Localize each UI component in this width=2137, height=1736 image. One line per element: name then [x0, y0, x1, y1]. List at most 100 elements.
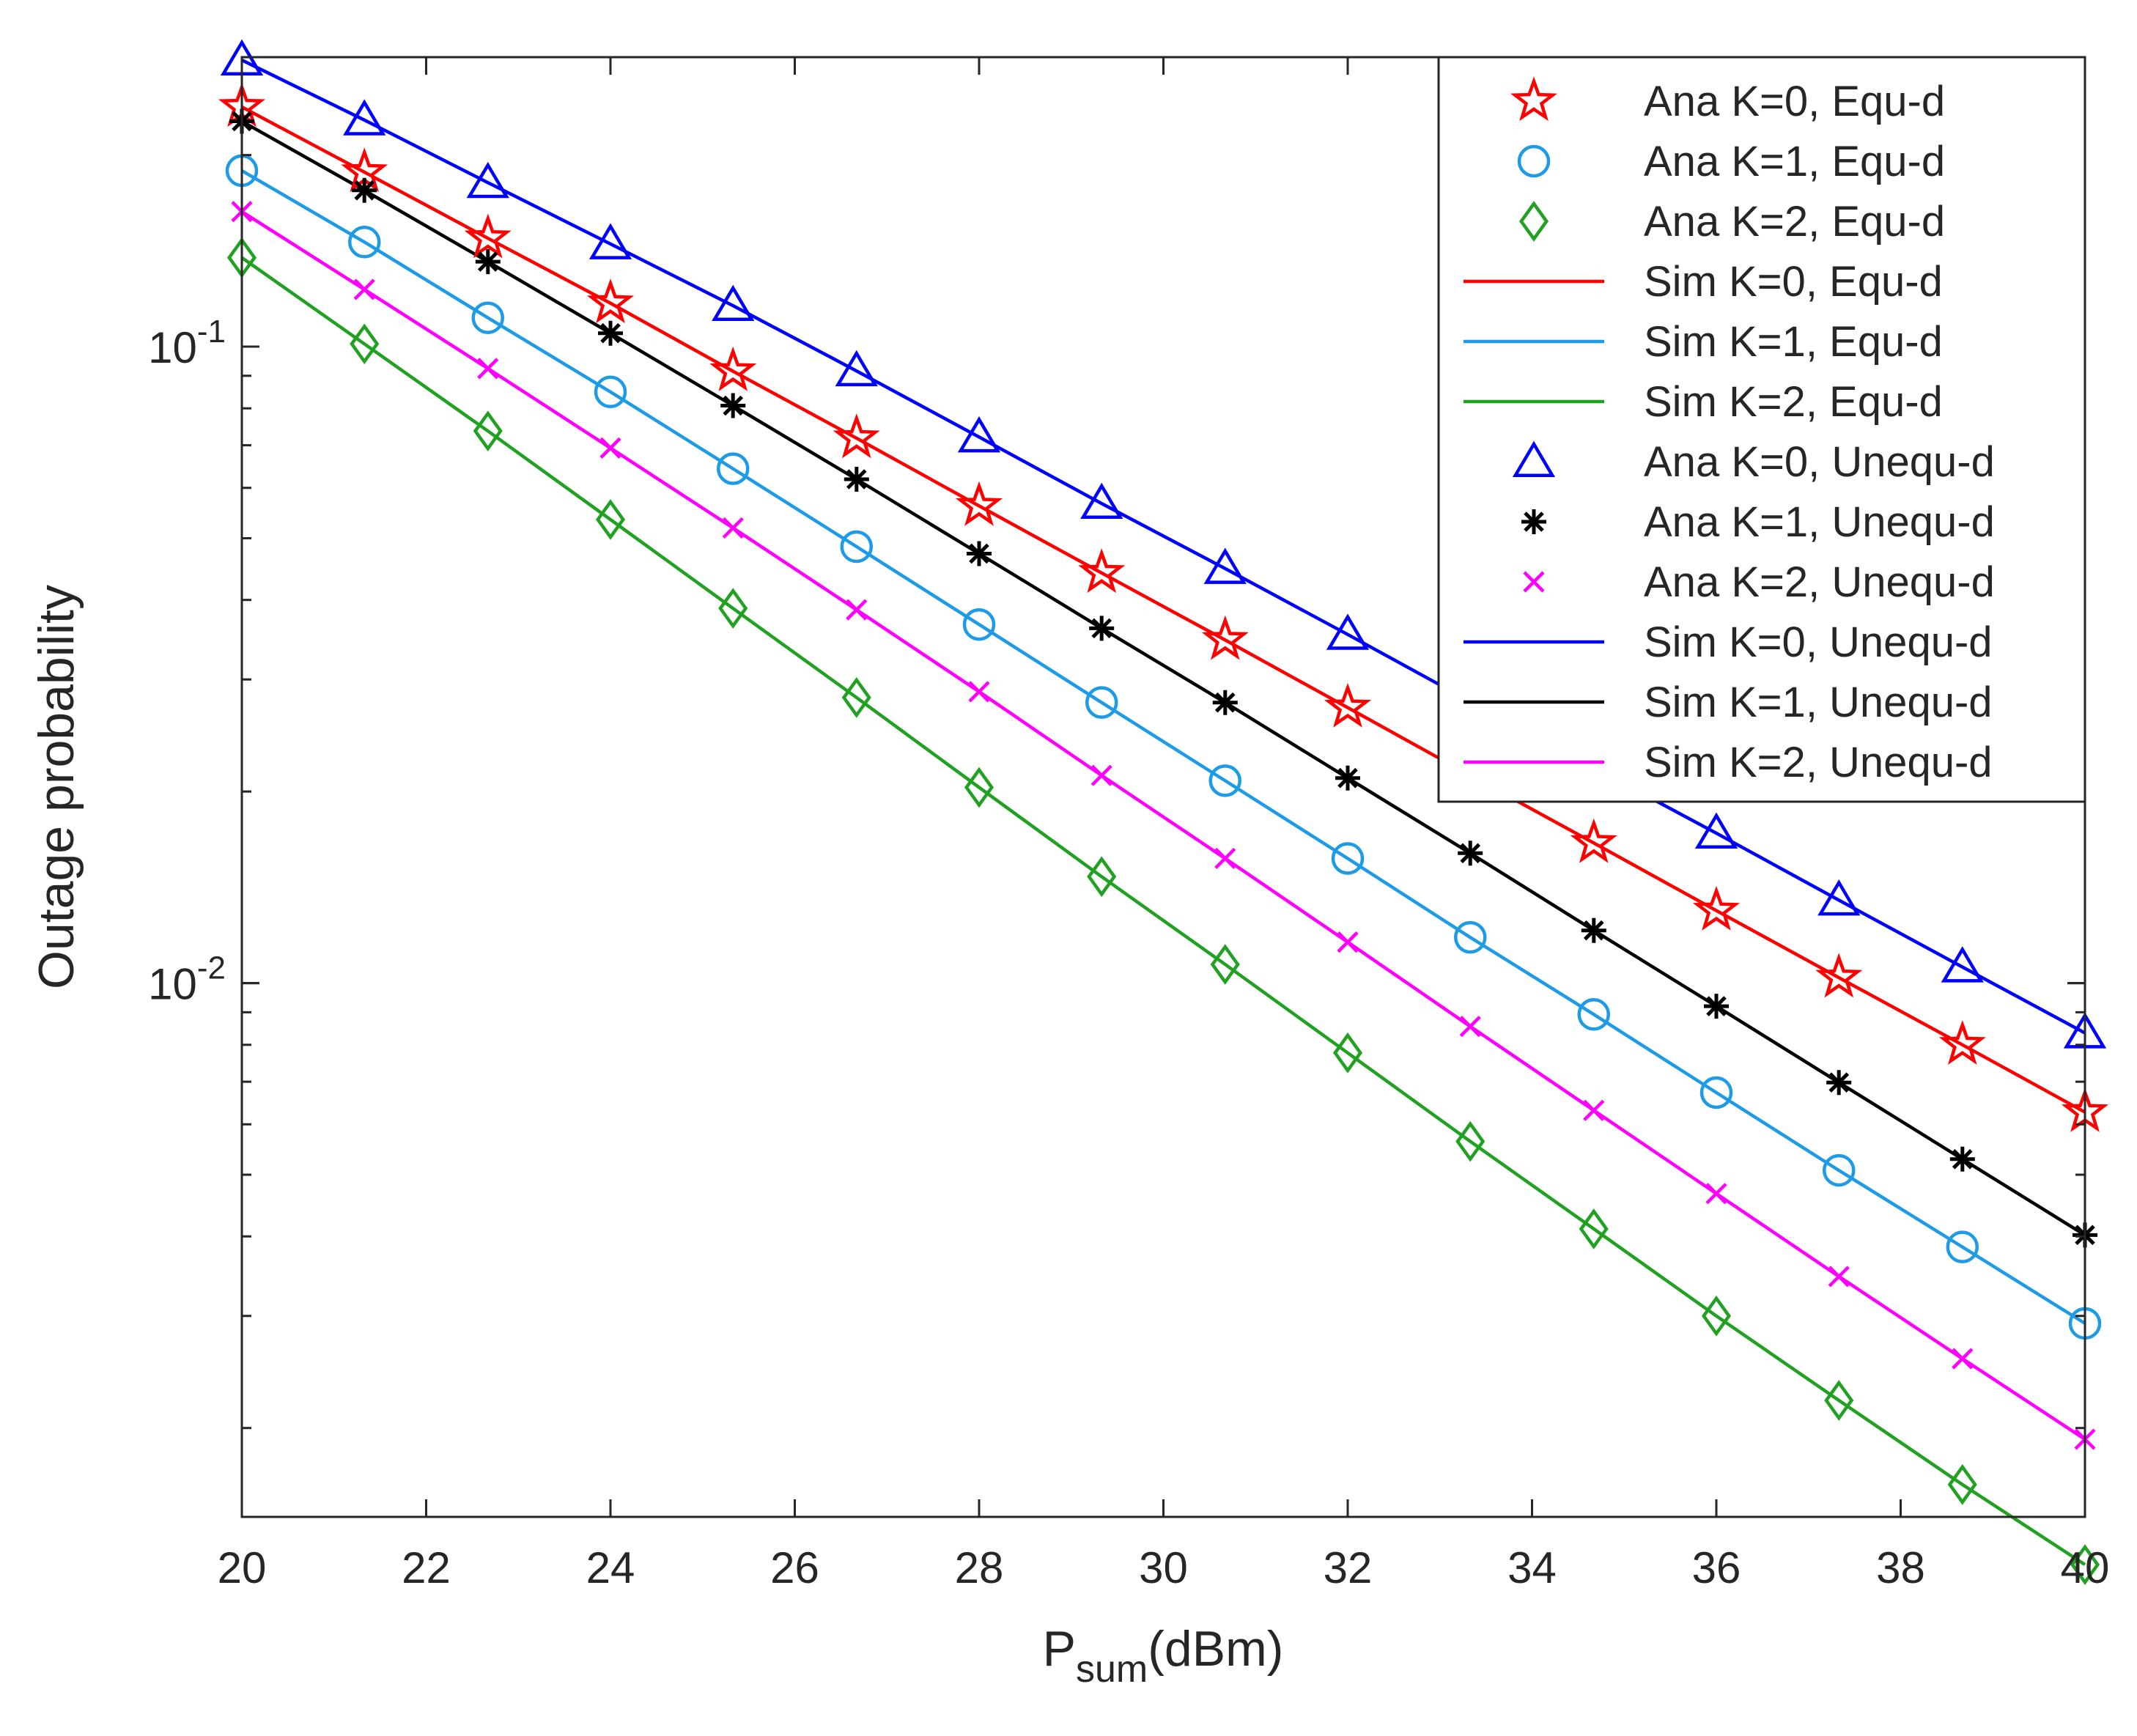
legend-item-3: Sim K=0, Equ-d [1464, 258, 1943, 306]
series-8-point-5 [846, 599, 868, 621]
series-line-4 [240, 169, 2086, 1325]
y-axis-label: Outage probability [29, 585, 84, 989]
series-1-point-12 [1699, 1076, 1733, 1109]
x-tick-label-9: 38 [1876, 1543, 1925, 1592]
legend-label-7: Ana K=1, Unequ-d [1644, 498, 1995, 546]
series-8-point-2 [477, 358, 499, 380]
series-7-point-2 [475, 249, 501, 275]
x-tick-label-5: 30 [1139, 1543, 1188, 1592]
legend-item-2: Ana K=2, Equ-d [1518, 198, 1945, 245]
series-6-point-8 [1203, 547, 1247, 584]
series-10 [240, 119, 2086, 1237]
series-0-point-11 [1570, 818, 1617, 863]
series-6-point-5 [835, 350, 878, 387]
legend-item-9: Sim K=0, Unequ-d [1464, 618, 1993, 666]
series-1-point-3 [594, 375, 627, 409]
legend-label-0: Ana K=0, Equ-d [1644, 78, 1945, 125]
series-1-point-13 [1822, 1153, 1856, 1187]
series-7-point-9 [1335, 765, 1360, 791]
y-tick-exp-1: -2 [197, 950, 226, 986]
series-1-point-6 [962, 607, 996, 641]
series-1-point-4 [716, 452, 750, 485]
series-line-10 [240, 119, 2086, 1237]
series-8-point-1 [353, 278, 375, 300]
series-2-point-2 [473, 410, 503, 452]
x-tick-label-1: 22 [402, 1543, 451, 1592]
legend-label-6: Ana K=0, Unequ-d [1644, 438, 1995, 486]
legend-label-10: Sim K=1, Unequ-d [1644, 679, 1993, 726]
legend-marker-1 [1517, 144, 1551, 178]
series-8-point-4 [722, 517, 744, 539]
series-0-point-3 [586, 278, 635, 324]
series-2-point-8 [1210, 944, 1240, 985]
x-axis-label-main: P [1043, 1621, 1076, 1677]
series-2-point-13 [1824, 1380, 1854, 1421]
series-8-point-12 [1705, 1183, 1727, 1205]
y-tick-label-0: 10-1 [148, 314, 226, 372]
legend-item-5: Sim K=2, Equ-d [1464, 378, 1943, 426]
series-7-point-7 [1089, 616, 1115, 641]
series-1-point-8 [1208, 764, 1242, 797]
legend-label-8: Ana K=2, Unequ-d [1644, 558, 1995, 606]
series-7-point-1 [352, 177, 377, 203]
series-2-point-12 [1701, 1295, 1732, 1337]
series-8-point-3 [599, 437, 621, 459]
legend-marker-6 [1512, 440, 1556, 477]
series-6-point-6 [957, 416, 1001, 453]
series-8-point-14 [1952, 1348, 1974, 1370]
series-6-point-3 [588, 223, 632, 259]
series-1-point-1 [347, 226, 381, 259]
x-axis-label-sub: sum [1076, 1648, 1148, 1691]
series-7-point-11 [1581, 917, 1606, 943]
x-axis-label-unit: (dBm) [1148, 1621, 1283, 1677]
legend-label-1: Ana K=1, Equ-d [1644, 138, 1945, 185]
series-0-point-5 [833, 413, 880, 459]
series-2 [226, 237, 2100, 1585]
x-tick-label-0: 20 [218, 1543, 267, 1592]
x-tick-label-6: 32 [1324, 1543, 1373, 1592]
x-tick-label-2: 24 [586, 1543, 635, 1592]
legend-label-9: Sim K=0, Unequ-d [1644, 618, 1993, 666]
series-7-point-3 [598, 320, 623, 346]
series-6-point-2 [466, 161, 509, 199]
legend-item-10: Sim K=1, Unequ-d [1464, 679, 1993, 726]
y-tick-exp-0: -1 [197, 314, 226, 350]
series-7-point-8 [1212, 690, 1238, 715]
legend-label-2: Ana K=2, Equ-d [1644, 198, 1945, 245]
series-8-point-6 [968, 681, 990, 703]
series-2-point-1 [350, 323, 380, 365]
series-line-9 [241, 58, 2086, 1035]
x-tick-label-3: 26 [770, 1543, 819, 1592]
legend-item-4: Sim K=1, Equ-d [1464, 318, 1943, 366]
legend-item-7: Ana K=1, Unequ-d [1521, 498, 1995, 546]
series-2-point-4 [718, 588, 748, 629]
legend-item-0: Ana K=0, Equ-d [1510, 76, 1945, 125]
series-8-point-13 [1828, 1266, 1850, 1288]
legend-box [1437, 56, 2086, 803]
legend-item-11: Sim K=2, Unequ-d [1464, 739, 1993, 786]
series-7 [229, 108, 2097, 1248]
series-1-point-9 [1331, 842, 1365, 875]
legend-item-1: Ana K=1, Equ-d [1517, 138, 1945, 185]
legend-label-11: Sim K=2, Unequ-d [1644, 739, 1993, 786]
series-1-point-7 [1085, 686, 1118, 719]
series-2-point-15 [2070, 1544, 2100, 1585]
series-7-point-14 [1949, 1146, 1975, 1172]
legend-marker-8 [1523, 571, 1545, 593]
series-8-point-9 [1337, 931, 1359, 953]
series-6-point-7 [1080, 482, 1123, 520]
legend-marker-7 [1521, 509, 1546, 534]
series-7-point-4 [720, 393, 746, 418]
series-line-5 [240, 256, 2086, 1566]
legend-marker-0 [1510, 76, 1558, 122]
series-7-point-5 [844, 467, 869, 492]
series-0-point-12 [1692, 885, 1741, 931]
series-7-point-10 [1458, 841, 1483, 866]
series-6-point-12 [1694, 812, 1738, 849]
legend: Ana K=0, Equ-d Ana K=1, Equ-d Ana K=2, Equ… [1437, 56, 2086, 803]
series-1-point-14 [1946, 1230, 1979, 1263]
series-4 [240, 169, 2086, 1325]
y-tick-base-0: 10 [148, 323, 197, 372]
series-11 [240, 210, 2086, 1441]
series-0-point-2 [464, 213, 512, 259]
